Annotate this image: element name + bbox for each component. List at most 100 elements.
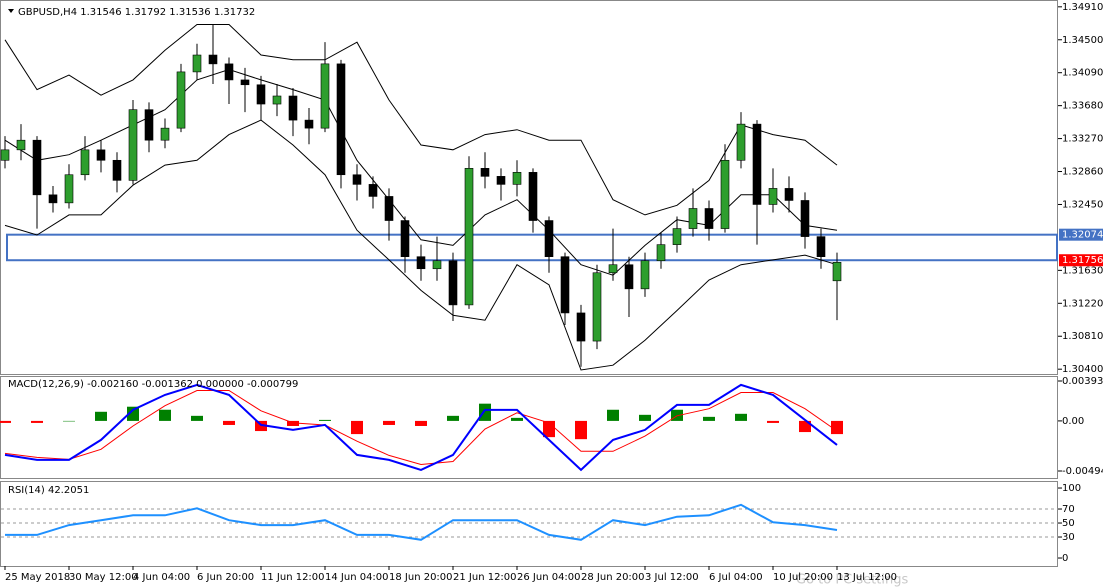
macd-panel <box>0 376 1058 479</box>
y-tick-label: 1.31630 <box>1062 265 1103 276</box>
candle-body <box>192 54 202 73</box>
y-tick-label: 100 <box>1062 483 1081 494</box>
candle-body <box>288 95 298 121</box>
macd-histogram-bar <box>383 420 395 425</box>
macd-histogram-bar <box>31 420 43 423</box>
candle-body <box>448 260 458 306</box>
price-label: 1.32074 <box>1062 230 1103 241</box>
y-tick-label: 1.32860 <box>1062 167 1103 178</box>
menu-arrow[interactable] <box>8 9 14 13</box>
candle-body <box>272 95 282 105</box>
candle-body <box>112 159 122 181</box>
candle-body <box>416 256 426 270</box>
candle-body <box>432 260 442 270</box>
candle-body <box>128 109 138 181</box>
y-tick-label: 1.31220 <box>1062 298 1103 309</box>
x-tick-label: 4 Jun 04:00 <box>133 572 190 583</box>
macd-histogram-bar <box>703 416 715 421</box>
price-label-bg <box>1059 228 1103 241</box>
x-tick-label: 25 May 2018 <box>5 572 70 583</box>
macd-histogram-bar <box>799 420 811 433</box>
macd-histogram-bar <box>415 420 427 426</box>
macd-histogram-bar <box>63 420 75 422</box>
x-tick-label: 21 Jun 12:00 <box>453 572 517 583</box>
x-tick-label: 3 Jul 12:00 <box>645 572 699 583</box>
watermark: Go to PC settings <box>796 573 908 588</box>
candle-body <box>752 123 762 205</box>
y-tick-label: 1.30810 <box>1062 331 1103 342</box>
x-tick-label: 6 Jul 04:00 <box>709 572 763 583</box>
macd-histogram-bar <box>575 420 587 440</box>
candle-body <box>736 123 746 161</box>
rsi-panel <box>0 481 1058 567</box>
x-tick-label: 14 Jun 04:00 <box>325 572 389 583</box>
macd-signal-line <box>4 390 838 466</box>
macd-line <box>4 383 838 472</box>
candle-body <box>608 264 618 274</box>
candle-body <box>480 168 490 177</box>
candle-body <box>672 228 682 245</box>
y-tick-label: 1.33270 <box>1062 134 1103 145</box>
macd-histogram-bar <box>639 414 651 421</box>
macd-histogram-bar <box>351 420 363 435</box>
candle-body <box>256 84 266 105</box>
x-tick-label: 11 Jun 12:00 <box>261 572 325 583</box>
candle-body <box>32 139 42 196</box>
rsi-line <box>5 503 838 541</box>
macd-histogram-bar <box>511 417 523 421</box>
y-tick-label: 1.30400 <box>1062 364 1103 375</box>
macd-histogram-bar <box>831 420 843 435</box>
candle-body <box>144 109 154 141</box>
candle-body <box>352 174 362 185</box>
y-tick-label: 50 <box>1062 518 1075 529</box>
x-tick-label: 6 Jun 20:00 <box>197 572 254 583</box>
candle-body <box>816 236 826 257</box>
y-tick-label: 0.00 <box>1062 416 1084 427</box>
y-tick-label: 70 <box>1062 504 1075 515</box>
bollinger-upper <box>4 24 838 216</box>
candle-body <box>496 176 506 185</box>
x-tick-label: 28 Jun 20:00 <box>581 572 645 583</box>
candle-body <box>576 312 586 342</box>
candle-body <box>16 139 26 151</box>
candle-body <box>592 272 602 342</box>
macd-histogram-bar <box>159 409 171 421</box>
macd-histogram-bar <box>735 413 747 421</box>
candle-body <box>832 262 842 282</box>
candle-body <box>304 119 314 129</box>
candle-body <box>512 172 522 185</box>
x-tick-label: 30 May 12:00 <box>69 572 138 583</box>
price-panel <box>0 0 1058 375</box>
candle-body <box>0 149 10 161</box>
x-tick-label: 10 Jul 20:00 <box>773 572 833 583</box>
candle-body <box>368 184 378 197</box>
y-tick-label: 1.34910 <box>1062 2 1103 13</box>
x-tick-label: 26 Jun 04:00 <box>517 572 581 583</box>
y-tick-label: 0.003935 <box>1062 376 1103 387</box>
macd-histogram-bar <box>223 420 235 425</box>
bollinger-middle <box>4 68 838 276</box>
y-tick-label: -0.00494 <box>1062 466 1103 477</box>
candle-body <box>48 194 58 204</box>
candle-body <box>624 264 634 290</box>
candle-body <box>704 208 714 229</box>
macd-histogram-bar <box>95 411 107 421</box>
macd-histogram-bar <box>447 415 459 421</box>
candle-body <box>80 149 90 176</box>
macd-histogram-bar <box>287 420 299 426</box>
chart-title: GBPUSD,H4 1.31546 1.31792 1.31536 1.3173… <box>18 7 255 18</box>
candle-body <box>784 188 794 201</box>
price-zone <box>6 233 1058 262</box>
candle-body <box>160 127 170 141</box>
price-label: 1.31756 <box>1062 255 1103 266</box>
candle-body <box>240 79 250 86</box>
candle-body <box>224 63 234 81</box>
candle-body <box>544 220 554 257</box>
y-tick-label: 1.33680 <box>1062 101 1103 112</box>
candle-body <box>560 256 570 314</box>
y-tick-label: 1.34500 <box>1062 35 1103 46</box>
y-tick-label: 30 <box>1062 532 1075 543</box>
candle-body <box>96 149 106 161</box>
